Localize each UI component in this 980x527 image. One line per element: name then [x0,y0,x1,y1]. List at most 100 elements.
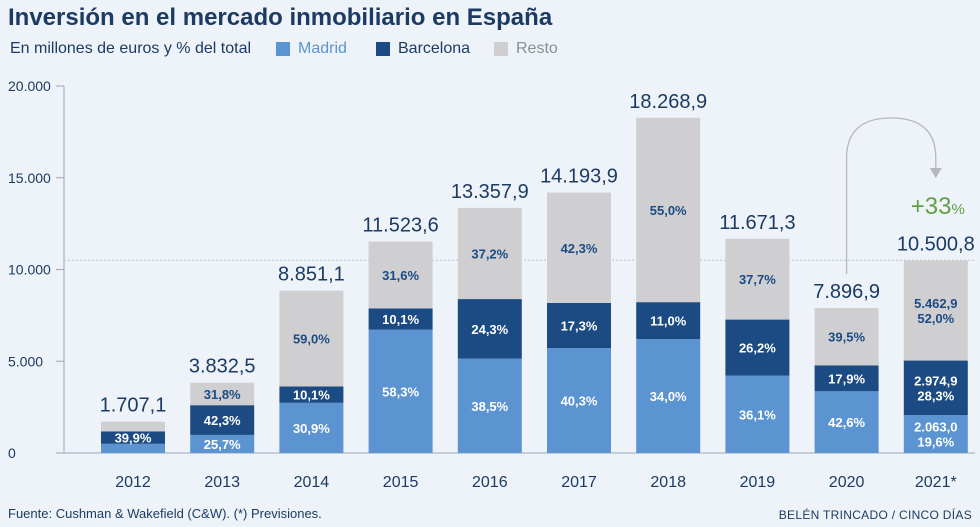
x-tick-label: 2019 [740,474,776,491]
bar-segment-resto-2013 [190,382,255,406]
data-label-resto: 5.462,9 [914,296,957,311]
data-label-madrid: 42,6% [828,415,865,430]
legend-item-madrid: Madrid [276,40,347,58]
data-label-madrid: 2.063,0 [914,420,957,435]
bar-segment-madrid-2012 [101,443,165,453]
legend-swatch-resto [494,42,508,56]
bar-segment-resto-2017 [547,192,611,303]
x-tick-label: 2021* [915,474,957,491]
bar-segment-resto-2014 [279,290,344,387]
author-credit: BELÉN TRINCADO / CINCO DÍAS [778,508,972,522]
bar-segment-madrid-2018 [636,339,701,453]
chart-subtitle: En millones de euros y % del total [10,40,252,57]
data-label-barcelona: 17,9% [828,371,865,386]
legend-label-barcelona: Barcelona [398,40,471,57]
bar-segment-barcelona-2020 [814,365,879,392]
bar-segment-madrid-2013 [190,434,255,453]
legend-swatch-madrid [276,42,290,56]
y-tick-label: 20.000 [8,78,51,94]
data-label-barcelona: 26,2% [739,341,776,356]
bar-segment-barcelona-2018 [636,302,701,340]
data-label-barcelona: 11,0% [650,314,687,329]
bar-segment-resto-2015 [368,241,433,309]
data-label-madrid: 36,1% [739,407,776,422]
data-label-madrid: 40,3% [561,394,598,409]
data-label-barcelona: 2.974,9 [914,373,957,388]
annotation-growth-label: +33% [911,193,965,220]
data-label-resto: 52,0% [917,311,954,326]
data-label-resto: 42,3% [561,241,598,256]
data-label-barcelona: 24,3% [471,322,508,337]
data-label-barcelona: 39,9% [115,431,152,446]
total-label: 11.523,6 [362,215,438,237]
y-tick-label: 15.000 [8,170,51,186]
bar-segment-madrid-2021 [903,415,968,453]
data-label-resto: 37,2% [471,246,508,261]
annotation-arrowhead [929,168,942,178]
bar-segment-barcelona-2015 [368,308,433,330]
data-label-barcelona: 42,3% [204,413,241,428]
bar-segment-barcelona-2019 [725,319,790,376]
legend-label-madrid: Madrid [298,40,347,57]
data-label-barcelona: 28,3% [917,388,954,403]
total-label: 11.671,3 [719,212,795,234]
data-label-barcelona: 10,1% [382,312,419,327]
total-label: 1.707,1 [100,395,167,417]
x-tick-label: 2016 [472,474,508,491]
bar-segment-barcelona-2013 [190,405,255,435]
legend-item-barcelona: Barcelona [376,40,470,58]
data-label-madrid: 19,6% [917,435,954,450]
data-label-madrid: 34,0% [650,389,687,404]
legend-label-resto: Resto [516,40,558,57]
x-tick-label: 2013 [204,474,240,491]
bar-segment-madrid-2014 [279,402,344,453]
legend-swatch-barcelona [376,42,390,56]
total-label: 8.851,1 [278,264,345,286]
bar-segment-barcelona-2021 [903,360,968,416]
bar-segment-barcelona-2012 [101,431,165,444]
bar-segment-madrid-2020 [814,391,879,453]
x-tick-label: 2014 [294,474,330,491]
chart-title: Inversión en el mercado inmobiliario en … [8,4,553,31]
y-tick-label: 10.000 [8,262,51,278]
legend-item-resto: Resto [494,40,558,58]
bar-segment-resto-2020 [814,308,879,366]
x-tick-label: 2012 [115,474,151,491]
bar-segment-madrid-2015 [368,329,433,453]
data-label-resto: 31,8% [204,387,241,402]
data-label-madrid: 25,7% [204,437,241,452]
source-note: Fuente: Cushman & Wakefield (C&W). (*) P… [8,506,322,521]
data-label-madrid: 58,3% [382,384,419,399]
x-tick-label: 2015 [383,474,419,491]
data-label-madrid: 30,9% [293,421,330,436]
bar-segment-barcelona-2016 [457,299,522,359]
bar-segment-madrid-2017 [547,348,611,453]
total-label: 13.357,9 [451,181,529,203]
y-tick-label: 0 [8,445,16,461]
bar-segment-madrid-2016 [457,358,522,453]
data-label-resto: 55,0% [650,203,687,218]
data-label-barcelona: 10,1% [293,388,330,403]
data-label-resto: 59,0% [293,331,330,346]
x-tick-label: 2017 [561,474,597,491]
data-label-resto: 37,7% [739,272,776,287]
data-label-barcelona: 17,3% [561,319,598,334]
y-tick-label: 5.000 [8,353,43,369]
bar-segment-resto-2021 [903,260,968,361]
annotation-arrow [845,117,937,275]
data-label-resto: 39,5% [828,330,865,345]
bar-segment-resto-2018 [636,117,701,303]
x-tick-label: 2018 [650,474,686,491]
total-label: 3.832,5 [189,356,256,378]
bar-segment-resto-2016 [457,207,522,300]
total-label: 10.500,8 [897,233,975,255]
bar-segment-resto-2012 [101,421,165,432]
total-label: 14.193,9 [540,166,618,188]
bar-segment-barcelona-2017 [547,302,611,349]
total-label: 7.896,9 [813,281,880,303]
data-label-madrid: 38,5% [471,399,508,414]
bar-segment-resto-2019 [725,238,790,320]
bar-segment-madrid-2019 [725,375,790,453]
x-tick-label: 2020 [829,474,865,491]
